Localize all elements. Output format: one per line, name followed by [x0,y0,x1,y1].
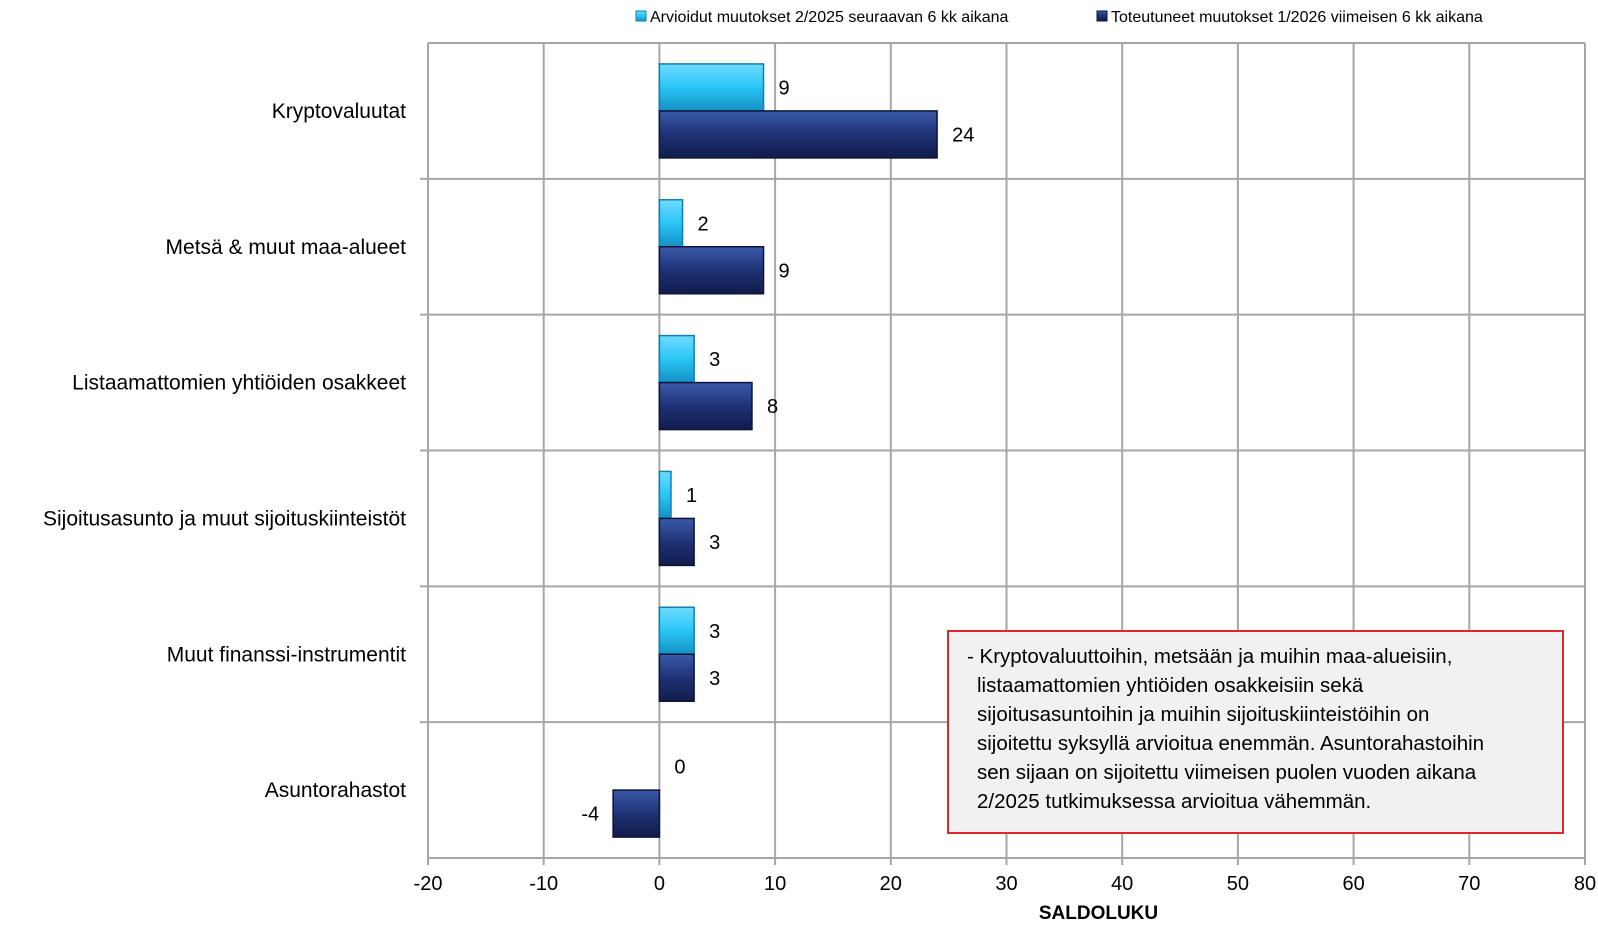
category-label: Sijoitusasunto ja muut sijoituskiinteist… [43,507,406,530]
legend-swatch [635,10,647,22]
x-tick-label: 0 [654,873,665,895]
x-tick-label: 70 [1458,873,1480,895]
x-tick-label: -20 [414,873,443,895]
value-label: 1 [686,485,697,507]
annotation-line: 2/2025 tutkimuksessa arvioitua vähemmän. [977,790,1372,813]
x-tick-label: 80 [1574,873,1596,895]
x-axis-title: SALDOLUKU [1039,903,1158,924]
category-label: Muut finanssi-instrumentit [167,643,406,666]
value-label: 8 [767,396,778,418]
x-tick-label: 30 [995,873,1017,895]
x-tick-label: 20 [880,873,902,895]
category-label: Metsä & muut maa-alueet [166,236,407,259]
bar [658,110,938,159]
bar [658,653,695,702]
annotation-line: sijoitusasuntoihin ja muihin sijoituskii… [977,703,1430,726]
value-label: 0 [674,757,685,779]
x-tick-label: 50 [1227,873,1249,895]
value-label: 9 [779,260,790,282]
annotation-line: listaamattomien yhtiöiden osakkeisiin se… [977,674,1364,697]
annotation-line: - Kryptovaluuttoihin, metsään ja muihin … [967,645,1453,668]
chart-bars [612,63,938,838]
category-label: Kryptovaluutat [272,100,406,123]
value-label: 3 [709,621,720,643]
annotation-line: sijoitettu syksyllä arvioitua enemmän. A… [977,732,1485,755]
value-label: 2 [698,213,709,235]
annotation-line: sen sijaan on sijoitettu viimeisen puole… [977,761,1477,784]
value-label: 3 [709,668,720,690]
x-tick-label: 60 [1342,873,1364,895]
x-tick-label: 40 [1111,873,1133,895]
legend-label: Arvioidut muutokset 2/2025 seuraavan 6 k… [650,9,1009,26]
legend-swatch [1096,10,1108,22]
x-tick-label: -10 [529,873,558,895]
category-label: Asuntorahastot [265,779,406,802]
bar [658,517,695,567]
x-tick-label: 10 [764,873,786,895]
bar [658,63,765,112]
bar [658,334,695,384]
value-label: 3 [709,349,720,371]
value-label: 9 [779,77,790,99]
bar [658,246,765,295]
chart-labels: -20 -10 0 10 20 30 40 50 60 70 80KryptovaluutatMet… [43,77,1596,924]
bar [658,199,684,248]
value-label: 24 [952,124,974,146]
value-label: 3 [709,532,720,554]
bar [658,606,695,655]
category-label: Listaamattomien yhtiöiden osakkeet [72,372,406,395]
chart-legend: Arvioidut muutokset 2/2025 seuraavan 6 k… [635,9,1483,26]
bar [612,789,661,838]
value-label: -4 [581,804,599,826]
bar [658,470,672,520]
legend-label: Toteutuneet muutokset 1/2026 viimeisen 6… [1111,9,1483,26]
bar [658,381,753,431]
annotation-box: - Kryptovaluuttoihin, metsään ja muihin … [947,630,1564,834]
